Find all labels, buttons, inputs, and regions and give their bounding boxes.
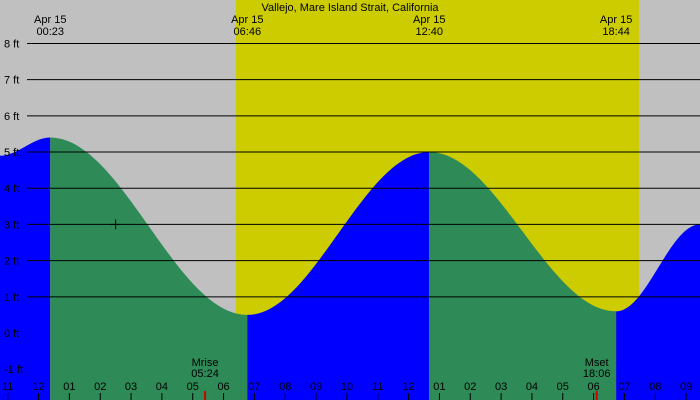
moon-event-time: 05:24	[191, 368, 219, 380]
extreme-date-label: Apr 15	[231, 14, 263, 26]
x-tick-label: 05	[187, 381, 199, 393]
extreme-time-label: 12:40	[415, 26, 443, 38]
falling-tide-segment	[429, 152, 617, 400]
x-tick-label: 07	[248, 381, 260, 393]
extreme-date-label: Apr 15	[600, 14, 632, 26]
x-tick-label: 02	[464, 381, 476, 393]
x-tick-label: 08	[279, 381, 291, 393]
y-tick-label: 6 ft	[4, 111, 19, 123]
moon-event-time: 18:06	[583, 368, 611, 380]
x-tick-label: 06	[217, 381, 229, 393]
x-tick-label: 09	[310, 381, 322, 393]
crosshair-cursor	[110, 219, 121, 230]
falling-tide-segment	[50, 137, 248, 400]
rising-tide-segment	[616, 224, 700, 400]
x-tick-label: 04	[526, 381, 538, 393]
x-tick-label: 10	[341, 381, 353, 393]
x-tick-label: 11	[2, 381, 13, 393]
chart-title: Vallejo, Mare Island Strait, California	[261, 2, 439, 14]
x-tick-label: 03	[495, 381, 507, 393]
x-tick-label: 02	[94, 381, 106, 393]
x-tick-label: 01	[433, 381, 445, 393]
rising-tide-segment	[247, 152, 430, 400]
height-gridlines	[27, 42, 700, 298]
x-tick-label: 07	[618, 381, 630, 393]
moon-event-label: Mrise	[192, 357, 219, 369]
x-tick-label: 12	[32, 381, 44, 393]
x-tick-label: 06	[587, 381, 599, 393]
x-axis-hour-labels: 11 12 01 02 03 04 05 06 07 08 09 10 11 12 01 02 03 04 05 06…	[2, 381, 692, 400]
y-axis-labels: 8 ft 7 ft 6 ft 5 ft 4 ft 3 ft 2 ft 1 ft 0 ft -1 f…	[4, 38, 23, 376]
x-tick-label: 01	[63, 381, 75, 393]
rising-tide-segment	[0, 137, 51, 400]
y-tick-label: 0 ft	[4, 328, 19, 340]
x-tick-label: 04	[156, 381, 168, 393]
x-tick-label: 05	[557, 381, 569, 393]
extreme-time-label: 00:23	[36, 26, 64, 38]
moon-event-marker	[204, 391, 207, 400]
y-tick-label: 8 ft	[4, 38, 19, 50]
moon-event-marker	[595, 391, 598, 400]
x-tick-label: 09	[680, 381, 692, 393]
y-tick-label: 5 ft	[4, 147, 19, 159]
y-tick-label: 3 ft	[4, 219, 19, 231]
extreme-time-label: 18:44	[602, 26, 630, 38]
y-tick-label: 2 ft	[4, 256, 19, 268]
extreme-date-label: Apr 15	[34, 14, 66, 26]
moon-event-label: Mset	[585, 357, 609, 369]
x-tick-label: 08	[649, 381, 661, 393]
x-tick-label: 12	[402, 381, 414, 393]
y-tick-label: 4 ft	[4, 183, 19, 195]
tide-fills	[0, 137, 700, 400]
extreme-time-label: 06:46	[234, 26, 262, 38]
x-tick-label: 03	[125, 381, 137, 393]
y-tick-label: 7 ft	[4, 75, 19, 87]
extreme-date-label: Apr 15	[413, 14, 445, 26]
x-tick-label: 11	[372, 381, 383, 393]
y-tick-label: 1 ft	[4, 292, 19, 304]
y-tick-label: -1 ft	[4, 364, 23, 376]
